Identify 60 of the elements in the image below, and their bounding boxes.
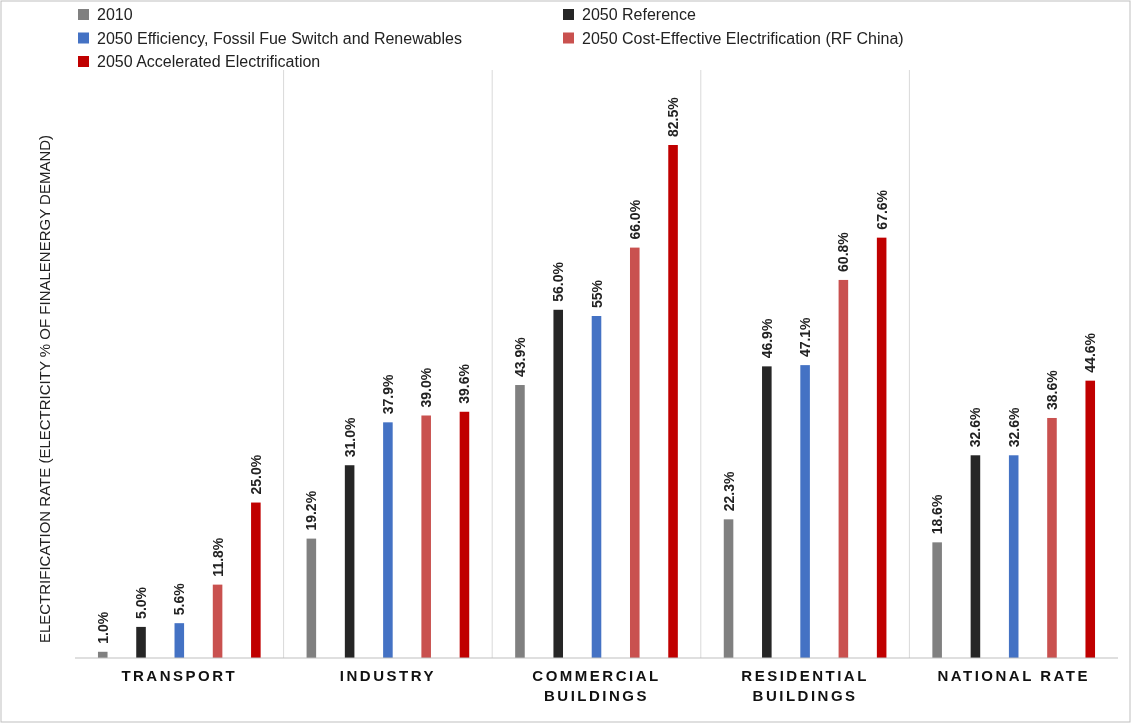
bar <box>838 279 849 658</box>
bar <box>876 237 887 658</box>
data-label: 22.3% <box>720 471 737 512</box>
bar <box>251 502 261 658</box>
x-tick-label: INDUSTRY <box>339 666 436 684</box>
data-label: 19.2% <box>303 490 320 531</box>
data-label: 56.0% <box>550 261 567 302</box>
data-label: 46.9% <box>758 318 775 359</box>
data-label: 67.6% <box>873 189 890 230</box>
bar <box>762 366 772 658</box>
data-label: 38.6% <box>1043 369 1060 410</box>
bar <box>553 309 564 658</box>
data-label: 66.0% <box>626 199 643 240</box>
data-label: 37.9% <box>379 374 396 415</box>
data-label: 43.9% <box>511 336 528 378</box>
bar <box>723 519 734 658</box>
data-label: 1.0% <box>94 611 111 644</box>
x-tick-label: TRANSPORT <box>121 666 238 684</box>
data-label: 44.6% <box>1082 332 1099 373</box>
bar <box>515 385 525 658</box>
bar <box>591 316 602 658</box>
bar <box>174 623 185 658</box>
data-label: 32.6% <box>967 407 984 448</box>
data-label: 32.6% <box>1005 407 1022 448</box>
data-label: 47.1% <box>797 316 814 358</box>
data-label: 31.0% <box>341 416 358 458</box>
bar <box>1047 417 1057 658</box>
bar <box>306 538 317 658</box>
x-tick-label: COMMERCIAL BUILDINGS <box>532 666 661 704</box>
data-label: 5.6% <box>171 582 188 616</box>
data-label: 5.0% <box>133 586 150 619</box>
x-tick-label: NATIONAL RATE <box>937 666 1090 684</box>
legend-label: 2050 Reference <box>582 6 696 23</box>
bar <box>668 145 678 658</box>
data-label: 39.0% <box>418 367 435 408</box>
legend-label: 2050 Efficiency, Fossil Fue Switch and Renewables <box>97 29 462 47</box>
x-tick-label: RESIDENTIAL BUILDINGS <box>741 666 869 704</box>
legend-label: 2010 <box>97 6 133 23</box>
data-label: 55% <box>588 279 605 308</box>
legend-label: 2050 Accelerated Electrification <box>97 53 321 70</box>
bar <box>212 584 223 658</box>
data-label: 60.8% <box>835 231 852 272</box>
bar <box>970 455 981 658</box>
bar <box>421 415 431 658</box>
legend-label: 2050 Cost-Effective Electrification (RF China) <box>582 29 904 47</box>
y-axis-title: ELECTRIFICATION RATE (ELECTRICITY % OF FINALENERGY DEMAND) <box>36 134 53 644</box>
bar <box>383 422 393 658</box>
bar <box>932 542 942 658</box>
bar <box>1085 380 1096 658</box>
bar <box>136 626 146 658</box>
bar <box>459 411 470 658</box>
bar <box>344 465 355 658</box>
data-label: 25.0% <box>247 454 264 495</box>
data-label: 18.6% <box>929 494 946 535</box>
data-label: 39.6% <box>456 363 473 404</box>
data-label: 11.8% <box>209 537 226 577</box>
bar <box>629 247 640 658</box>
bar <box>1008 455 1019 658</box>
data-label: 82.5% <box>665 96 682 137</box>
bar <box>800 365 810 658</box>
